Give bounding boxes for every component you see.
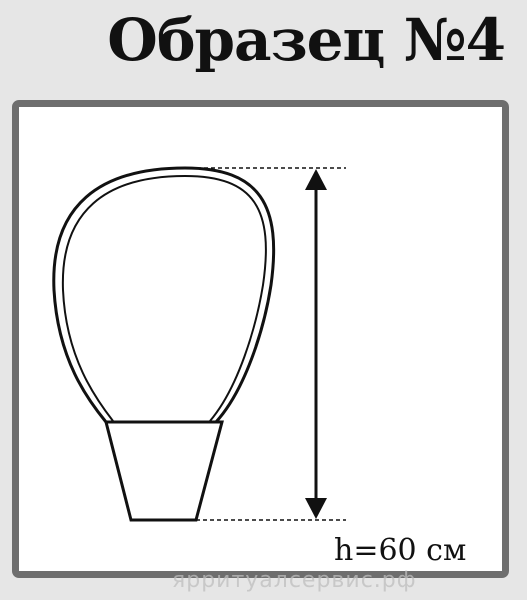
oval-frame-inner xyxy=(61,174,267,422)
sample-panel xyxy=(12,100,509,578)
height-label: h=60 см xyxy=(334,533,467,568)
arrowhead-down xyxy=(305,498,327,519)
monument-base xyxy=(104,420,224,522)
page-title: Образец №4 xyxy=(107,6,506,74)
watermark: ярритуалсервис.рф xyxy=(172,568,417,593)
oval-frame-outer xyxy=(52,166,276,424)
arrowhead-up xyxy=(305,169,327,190)
